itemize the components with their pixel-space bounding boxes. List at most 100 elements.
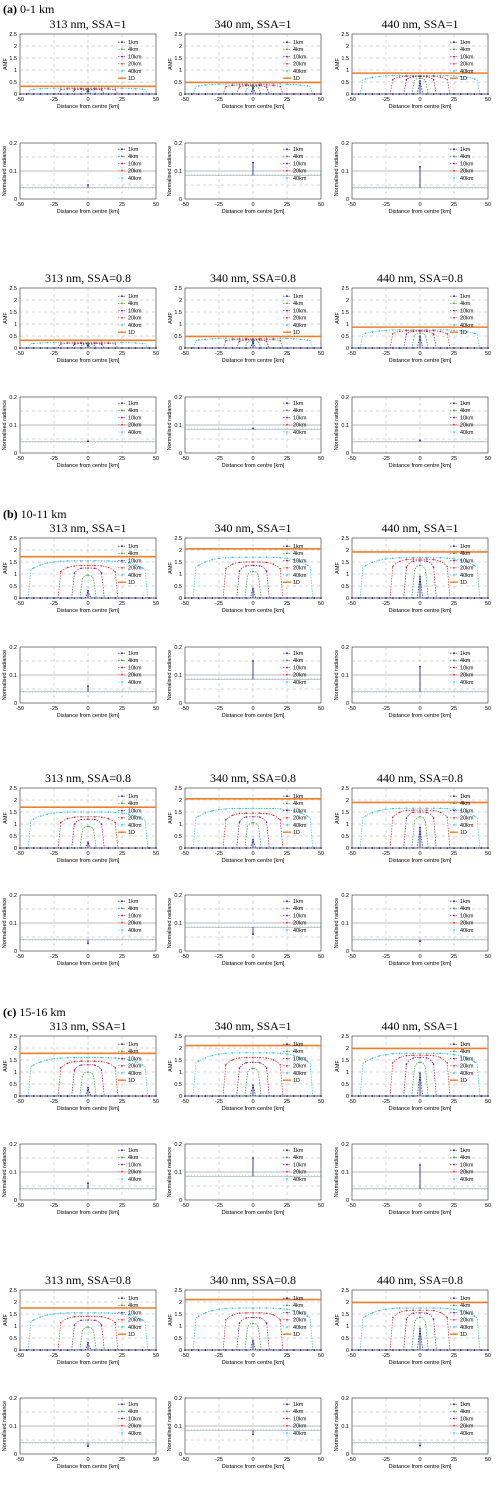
point-40km: [32, 1064, 35, 1066]
point-1km: [211, 1095, 213, 1097]
legend-label-4km: 4km: [128, 1409, 139, 1415]
point-20km: [100, 88, 103, 90]
point-20km: [446, 1062, 449, 1064]
point-20km: [73, 816, 76, 818]
point-10km: [238, 1322, 241, 1324]
y-tick-label: 0: [179, 197, 182, 203]
point-1km: [412, 597, 415, 599]
point-1km: [141, 1095, 144, 1097]
legend-label-10km: 10km: [460, 54, 474, 60]
legend-marker-1km: [453, 148, 455, 151]
point-20km: [412, 809, 415, 811]
legend-label-20km: 20km: [460, 423, 474, 429]
point-1km: [121, 93, 123, 95]
point-10km: [265, 570, 268, 572]
point-20km: [426, 558, 428, 560]
y-tick-label: 0.5: [9, 834, 17, 840]
point-10km: [265, 1067, 268, 1069]
point-1km: [148, 347, 150, 349]
point-40km: [460, 330, 462, 332]
point-1km: [265, 1095, 268, 1097]
legend-marker-1km: [453, 402, 455, 405]
point-1km: [155, 1095, 157, 1097]
x-tick-label: 50: [153, 954, 159, 960]
x-tick-label: -25: [382, 456, 390, 462]
point-10km: [252, 1316, 254, 1319]
x-tick-label: 25: [119, 851, 125, 857]
x-tick-label: 25: [284, 1099, 290, 1105]
point-1km: [279, 347, 282, 349]
x-axis-label: Distance from centre [km]: [222, 608, 285, 614]
point-1km: [439, 93, 442, 95]
y-tick-label: 1.5: [341, 810, 349, 816]
point-1km: [320, 597, 322, 599]
legend-label-4km: 4km: [293, 906, 304, 912]
point-1km: [439, 347, 442, 349]
point-40km: [66, 1056, 69, 1059]
point-40km: [466, 1057, 469, 1059]
x-tick-label: -25: [50, 954, 58, 960]
legend-label-1km: 1km: [293, 544, 304, 550]
legend-label-1km: 1km: [293, 1296, 304, 1302]
y-tick-label: 0: [346, 949, 349, 955]
legend-label-4km: 4km: [460, 801, 471, 807]
point-40km: [293, 1054, 295, 1057]
point-1km: [405, 597, 408, 599]
point-10km: [80, 1064, 82, 1066]
x-tick-label: 50: [153, 706, 159, 712]
y-tick-label: 2: [179, 1300, 182, 1306]
point-1km: [460, 597, 462, 599]
y-axis-label: AMF: [335, 58, 341, 70]
point-1km: [432, 1349, 435, 1351]
point-40km: [80, 560, 82, 562]
point-40km: [39, 87, 42, 90]
point-40km: [60, 560, 62, 563]
point-20km: [231, 814, 234, 817]
x-tick-label: 50: [153, 97, 159, 103]
point-20km: [238, 84, 241, 86]
x-tick-label: -25: [382, 1457, 390, 1463]
amf-panel: 313 nm, SSA=100.511.522.5-50 -25 0 25 50AMFD…: [3, 521, 159, 614]
x-axis-label: Distance from centre [km]: [57, 1106, 120, 1112]
x-tick-label: -50: [348, 1457, 356, 1463]
point-1km: [53, 1349, 55, 1351]
point-1km: [211, 93, 213, 95]
point-40km: [398, 1052, 401, 1055]
x-axis-label: Distance from centre [km]: [222, 1360, 285, 1366]
point-1km: [286, 597, 288, 599]
x-tick-label: -25: [215, 1353, 223, 1359]
point-40km: [293, 83, 295, 86]
legend-marker-1km: [121, 900, 123, 903]
point-1km: [155, 597, 157, 599]
legend-marker-40km: [286, 929, 288, 931]
section-label-c: (c) 15-16 km: [3, 1005, 66, 1019]
point-1km: [100, 347, 103, 349]
point-1km: [405, 1349, 408, 1351]
x-tick-label: -50: [348, 202, 356, 208]
legend-marker-10km: [286, 559, 288, 562]
x-tick-label: 0: [86, 97, 89, 103]
series-40km-line: [20, 1057, 156, 1097]
legend-label-40km: 40km: [460, 1177, 474, 1183]
y-tick-label: 0.2: [9, 645, 17, 651]
x-tick-label: 0: [418, 851, 421, 857]
y-tick-label: 0.2: [341, 395, 349, 401]
point-40km: [439, 329, 442, 331]
legend-label-20km: 20km: [293, 816, 307, 822]
series-40km-line: [20, 811, 156, 849]
point-1km: [426, 347, 428, 349]
legend-marker-1km: [286, 148, 288, 151]
point-40km: [371, 76, 374, 79]
point-40km: [197, 339, 200, 341]
y-tick-label: 2: [179, 548, 182, 554]
legend-label-40km: 40km: [293, 928, 307, 934]
point-20km: [66, 817, 69, 820]
point-20km: [432, 1309, 435, 1312]
point-1km: [87, 685, 89, 688]
point-1km: [398, 93, 401, 95]
legend-label-20km: 20km: [128, 1424, 142, 1430]
x-tick-label: -50: [348, 601, 356, 607]
point-1km: [480, 93, 483, 95]
point-1km: [313, 597, 316, 599]
point-1km: [134, 1095, 137, 1097]
